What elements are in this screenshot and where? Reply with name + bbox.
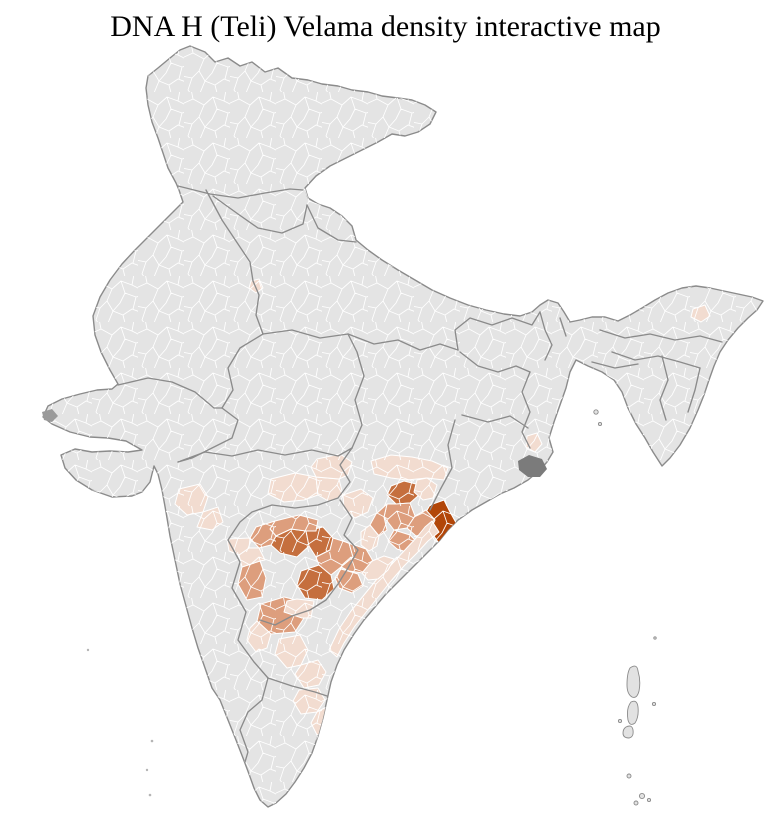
map-title: DNA H (Teli) Velama density interactive … bbox=[110, 10, 661, 43]
lakshadweep-islands bbox=[86, 648, 154, 797]
andaman-nicobar-islands bbox=[617, 636, 657, 806]
kutch-marsh bbox=[42, 409, 58, 422]
sundarbans-delta bbox=[518, 455, 547, 477]
state-boundaries bbox=[117, 185, 723, 791]
bengal-islands bbox=[593, 409, 603, 427]
